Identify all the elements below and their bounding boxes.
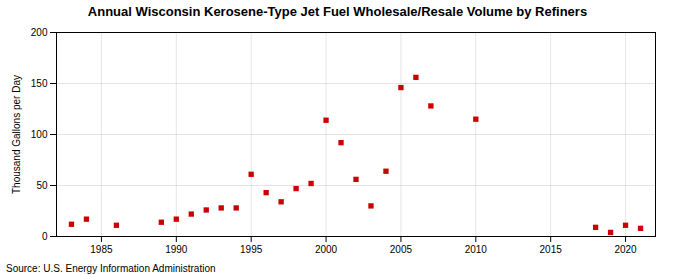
html-text:Annual Wisconsin Kerosene-Type: Annual Wisconsin Kerosene-Type Jet Fuel … [87,4,588,19]
svg-text:100: 100 [31,129,48,140]
svg-text:1995: 1995 [240,244,263,255]
svg-text:1990: 1990 [165,244,188,255]
html-text:Source: U.S. Energy Informatio: Source: U.S. Energy Information Administ… [6,263,216,274]
svg-text:Thousand Gallons per Day: Thousand Gallons per Day [11,75,22,194]
svg-text:0: 0 [42,231,48,242]
svg-text:2020: 2020 [614,244,637,255]
svg-text:1985: 1985 [90,244,113,255]
svg-text:2010: 2010 [465,244,488,255]
svg-text:2005: 2005 [390,244,413,255]
svg-text:2015: 2015 [540,244,563,255]
svg-text:150: 150 [31,78,48,89]
svg-text:50: 50 [36,180,48,191]
svg-text:2000: 2000 [315,244,338,255]
svg-text:200: 200 [31,27,48,38]
